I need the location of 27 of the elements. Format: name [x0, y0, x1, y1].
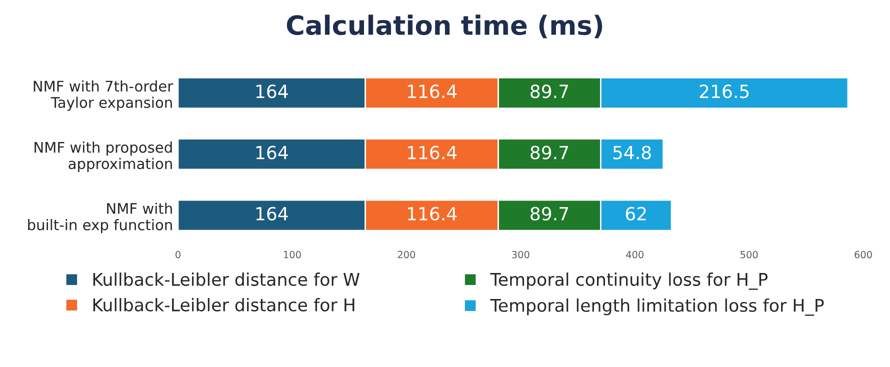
x-tick-label: 500 [740, 250, 758, 258]
legend-label: Kullback-Leibler distance for W [93, 272, 360, 286]
data-label: 89.7 [530, 146, 568, 160]
y-tick-label: NMF with 7th-order Taylor expansion [34, 80, 174, 111]
data-label: 164 [256, 206, 288, 221]
data-label: 54.8 [613, 146, 651, 160]
data-label: 89.7 [530, 84, 568, 98]
data-label: 89.7 [530, 206, 568, 221]
x-tick-label: 100 [284, 250, 301, 258]
data-label: 164 [256, 84, 288, 98]
y-tick-label: NMF with built-in exp function [28, 202, 172, 234]
y-tick-label: NMF with proposed approximation [34, 142, 172, 172]
legend-label: Temporal continuity loss for H_P [490, 272, 768, 290]
x-tick-label: 200 [398, 250, 416, 258]
x-tick-label: 400 [626, 250, 644, 258]
data-label: 164 [256, 146, 288, 160]
data-label: 116.4 [408, 206, 457, 221]
data-label: 62 [626, 206, 646, 221]
x-tick-label: 600 [854, 250, 872, 258]
data-label: 116.4 [408, 84, 457, 98]
legend-label: Kullback-Leibler distance for H [93, 298, 354, 312]
data-label: 116.4 [408, 146, 457, 160]
data-label: 216.5 [700, 84, 749, 98]
legend-label: Temporal length limitation loss for H_P [490, 298, 824, 316]
x-tick-label: 300 [512, 250, 530, 258]
x-tick-label: 0 [176, 250, 180, 258]
chart-title: Calculation time (ms) [286, 14, 602, 38]
